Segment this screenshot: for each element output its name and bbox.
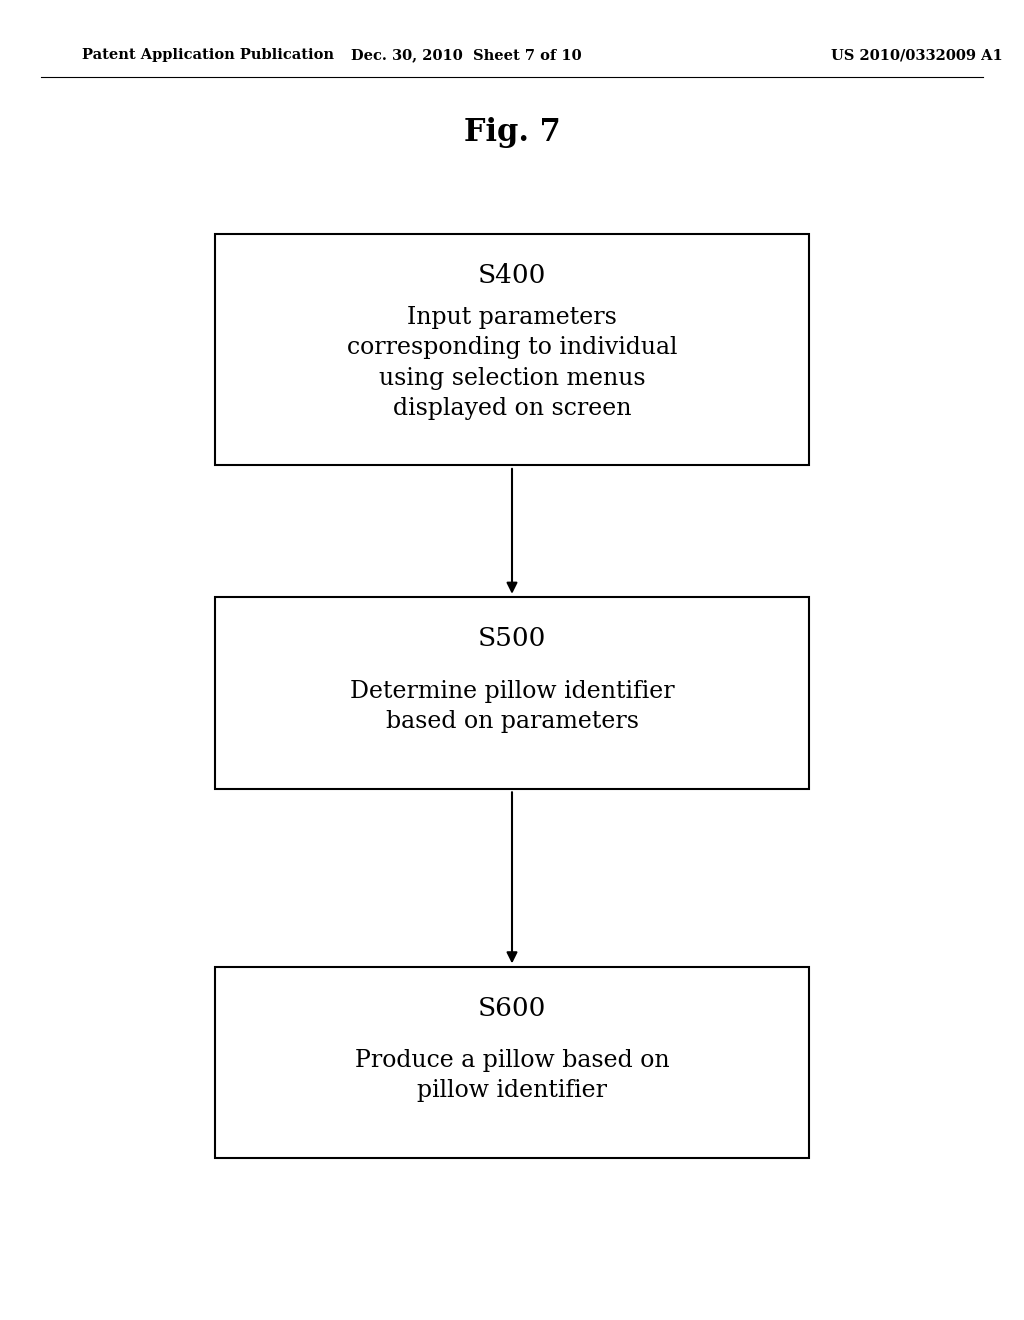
Bar: [215, 235, 809, 466]
Text: Determine pillow identifier
based on parameters: Determine pillow identifier based on par…: [349, 680, 675, 733]
Text: Dec. 30, 2010  Sheet 7 of 10: Dec. 30, 2010 Sheet 7 of 10: [350, 49, 582, 62]
Text: S500: S500: [478, 627, 546, 651]
Text: S400: S400: [478, 263, 546, 288]
Text: S600: S600: [478, 995, 546, 1020]
Text: Input parameters
corresponding to individual
using selection menus
displayed on : Input parameters corresponding to indivi…: [347, 306, 677, 420]
Bar: [215, 597, 809, 789]
Bar: [215, 966, 809, 1159]
Text: US 2010/0332009 A1: US 2010/0332009 A1: [830, 49, 1002, 62]
Text: Patent Application Publication: Patent Application Publication: [82, 49, 334, 62]
Text: Produce a pillow based on
pillow identifier: Produce a pillow based on pillow identif…: [354, 1049, 670, 1102]
Text: Fig. 7: Fig. 7: [464, 116, 560, 148]
